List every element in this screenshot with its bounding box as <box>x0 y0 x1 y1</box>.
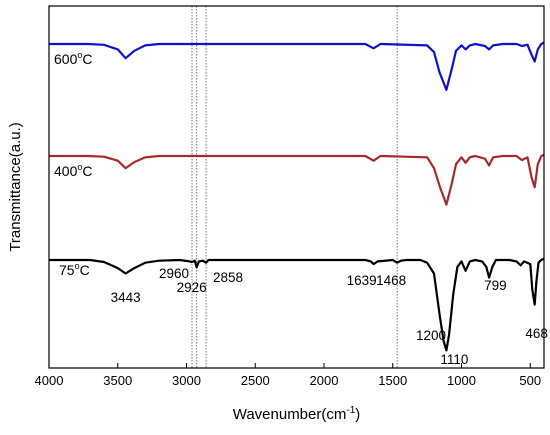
plot-frame <box>48 5 545 369</box>
x-tick-label: 3500 <box>103 373 132 388</box>
series-label-400: 400oC <box>54 162 93 179</box>
series-labels: 600oC 400oC 75oC <box>54 50 93 278</box>
peak-label-1200: 1200 <box>416 328 446 343</box>
x-tick-label: 2000 <box>310 373 339 388</box>
x-tick-label: 1000 <box>447 373 476 388</box>
series-label-75: 75oC <box>59 261 90 278</box>
x-tick-label: 2500 <box>241 373 270 388</box>
series-line-400 <box>49 153 545 206</box>
reference-lines <box>191 6 398 368</box>
x-tick-label: 1500 <box>378 373 407 388</box>
series-label-600: 600oC <box>54 50 93 67</box>
peak-label-799: 799 <box>484 278 507 293</box>
x-axis-ticks: 4000 3500 3000 2500 2000 1500 1000 500 <box>35 363 541 388</box>
series-line-600 <box>49 41 545 92</box>
series-line-75 <box>49 257 545 352</box>
x-tick-label: 4000 <box>35 373 64 388</box>
peak-label-2960: 2960 <box>159 266 189 281</box>
peak-label-2858: 2858 <box>213 270 243 285</box>
peak-label-3443: 3443 <box>111 290 141 305</box>
x-tick-label: 3000 <box>172 373 201 388</box>
peak-label-468: 468 <box>525 326 548 341</box>
peak-label-1639: 1639 <box>347 273 377 288</box>
series-lines <box>49 41 545 352</box>
y-axis-title: Transmittance(a.u.) <box>7 122 24 252</box>
x-axis-title: Wavenumber(cm-1) <box>233 405 361 423</box>
peak-label-1468: 1468 <box>376 273 406 288</box>
x-tick-label: 500 <box>519 373 541 388</box>
peak-label-2926: 2926 <box>177 280 207 295</box>
peak-label-1110: 1110 <box>440 352 468 367</box>
